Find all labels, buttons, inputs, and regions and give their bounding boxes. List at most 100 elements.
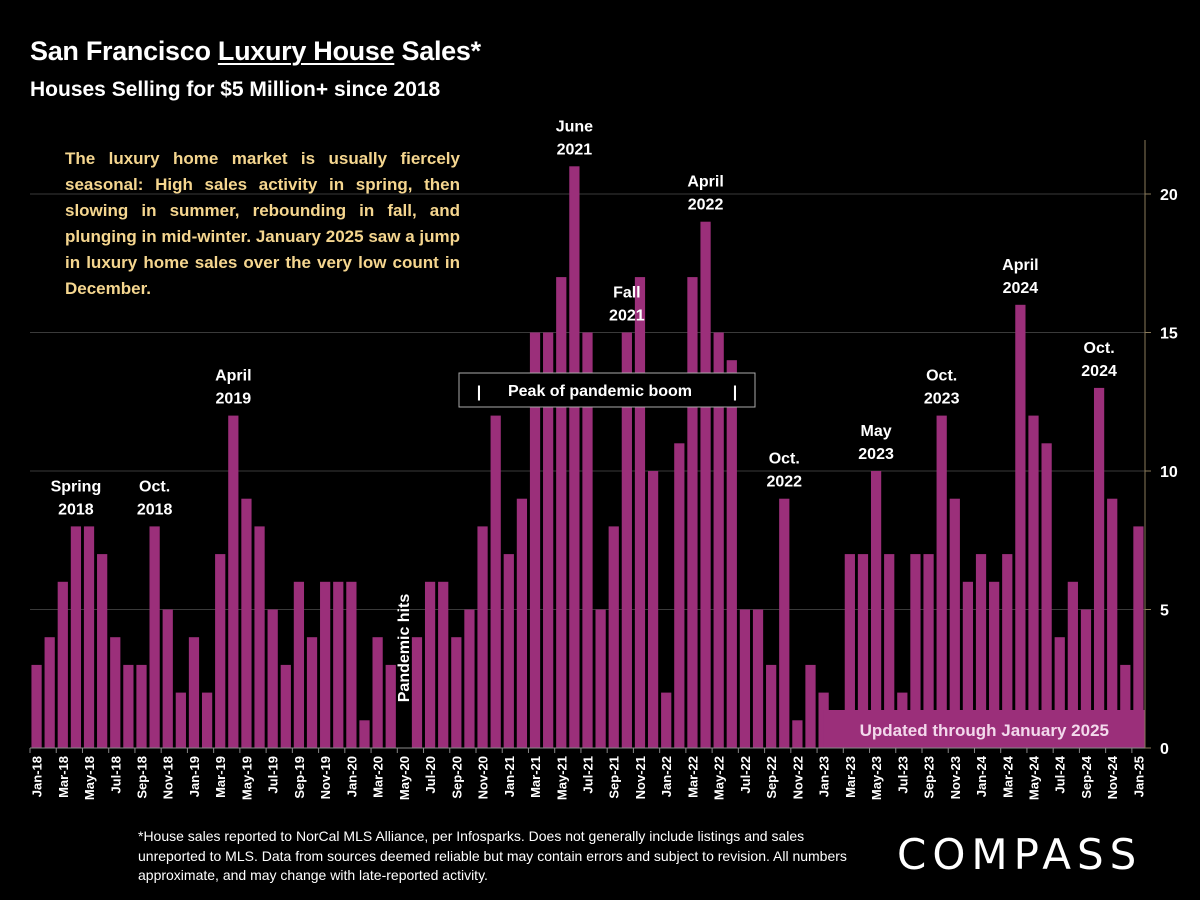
title-underlined: Luxury House (217, 36, 395, 66)
bar (83, 526, 95, 748)
y-tick-label: 10 (1160, 464, 1178, 481)
bar (241, 498, 252, 748)
bar (621, 332, 632, 748)
bar (320, 581, 331, 748)
x-tick-label: Mar-18 (56, 756, 71, 798)
y-tick-label: 0 (1160, 741, 1169, 758)
annotation-label: 2023 (858, 446, 894, 463)
bar (1107, 498, 1118, 748)
bar (359, 720, 370, 748)
annotation-label: Pandemic hits (396, 594, 413, 703)
bar (254, 526, 265, 748)
bar (569, 166, 580, 749)
x-tick-label: Jul-18 (108, 756, 123, 794)
bar (1067, 581, 1078, 748)
annotation-label: 2019 (216, 391, 252, 408)
bar (110, 637, 121, 748)
x-tick-label: Nov-23 (948, 756, 963, 799)
x-tick-label: Jul-21 (581, 756, 596, 794)
bar (1093, 387, 1105, 748)
x-tick-label: Nov-22 (790, 756, 805, 799)
annotation-label: 2022 (766, 474, 802, 491)
x-tick-label: Jan-20 (344, 756, 359, 797)
annotation-label: 2024 (1003, 280, 1039, 297)
y-tick-label: 5 (1160, 603, 1169, 620)
bar (595, 609, 606, 748)
bar (1054, 637, 1065, 748)
bar (910, 554, 921, 748)
x-tick-label: Mar-23 (843, 756, 858, 798)
bar (608, 526, 619, 748)
bar (57, 581, 68, 748)
peak-boom-bracket-right: | (733, 384, 737, 401)
bar (490, 415, 501, 748)
title-prefix: San Francisco (30, 36, 218, 66)
x-tick-label: Jan-18 (30, 756, 45, 797)
bar (31, 664, 42, 748)
x-tick-label: Mar-19 (213, 756, 228, 798)
bar (687, 277, 698, 748)
bar (136, 664, 147, 748)
bar (779, 498, 790, 748)
bar (1041, 443, 1052, 748)
updated-banner-text: Updated through January 2025 (860, 721, 1109, 740)
annotation-label: Oct. (139, 478, 170, 495)
bar (438, 581, 449, 748)
bar (464, 609, 475, 748)
annotation-label: April (1002, 257, 1038, 274)
annotation-label: Oct. (926, 368, 957, 385)
x-tick-label: Jan-24 (974, 755, 989, 797)
x-tick-label: Jul-22 (738, 756, 753, 794)
bar (792, 720, 803, 748)
x-tick-label: Sep-23 (922, 756, 937, 799)
compass-logo: COMPASS (897, 830, 1143, 879)
x-tick-label: Mar-24 (1000, 755, 1015, 798)
annotation-label: 2018 (58, 501, 94, 518)
bar (1133, 526, 1144, 748)
bar (647, 471, 659, 748)
updated-banner (823, 710, 1145, 748)
bar (411, 637, 423, 748)
bar (175, 692, 186, 748)
x-tick-label: Jan-19 (187, 756, 202, 797)
bar (228, 415, 239, 748)
bar (936, 415, 947, 748)
y-tick-label: 15 (1160, 326, 1178, 343)
x-tick-label: Jul-20 (423, 756, 438, 794)
x-tick-label: Mar-21 (528, 756, 543, 798)
footnote: *House sales reported to NorCal MLS Alli… (138, 828, 847, 883)
description-note: The luxury home market is usually fierce… (65, 149, 460, 298)
y-tick-label: 20 (1160, 187, 1178, 204)
x-tick-label: Nov-21 (633, 756, 648, 799)
peak-boom-bracket-left: | (477, 384, 481, 401)
bar (1002, 554, 1013, 748)
x-tick-label: Mar-20 (371, 756, 386, 798)
bar (975, 554, 987, 748)
x-tick-label: Sep-19 (292, 756, 307, 799)
bar (857, 554, 869, 748)
annotation-label: Oct. (1084, 340, 1115, 357)
bar (962, 581, 974, 748)
bar (123, 664, 134, 748)
annotation-label: April (687, 174, 723, 191)
bar (884, 554, 895, 748)
x-tick-label: Jan-21 (502, 756, 517, 797)
bar (215, 554, 226, 748)
bar (844, 554, 855, 748)
x-tick-label: May-20 (397, 756, 412, 800)
annotation-label: April (215, 368, 251, 385)
x-tick-label: May-19 (239, 756, 254, 800)
bar (70, 526, 82, 748)
x-tick-label: Sep-21 (607, 756, 622, 799)
bar (543, 332, 554, 748)
bar (516, 498, 528, 748)
bar (1080, 609, 1092, 748)
bar (201, 692, 213, 748)
bar (739, 609, 751, 748)
x-tick-label: Jul-19 (266, 756, 281, 794)
title-suffix: Sales* (394, 36, 482, 66)
annotation-label: May (861, 423, 892, 440)
peak-boom-box (458, 372, 756, 408)
bar (766, 664, 777, 748)
